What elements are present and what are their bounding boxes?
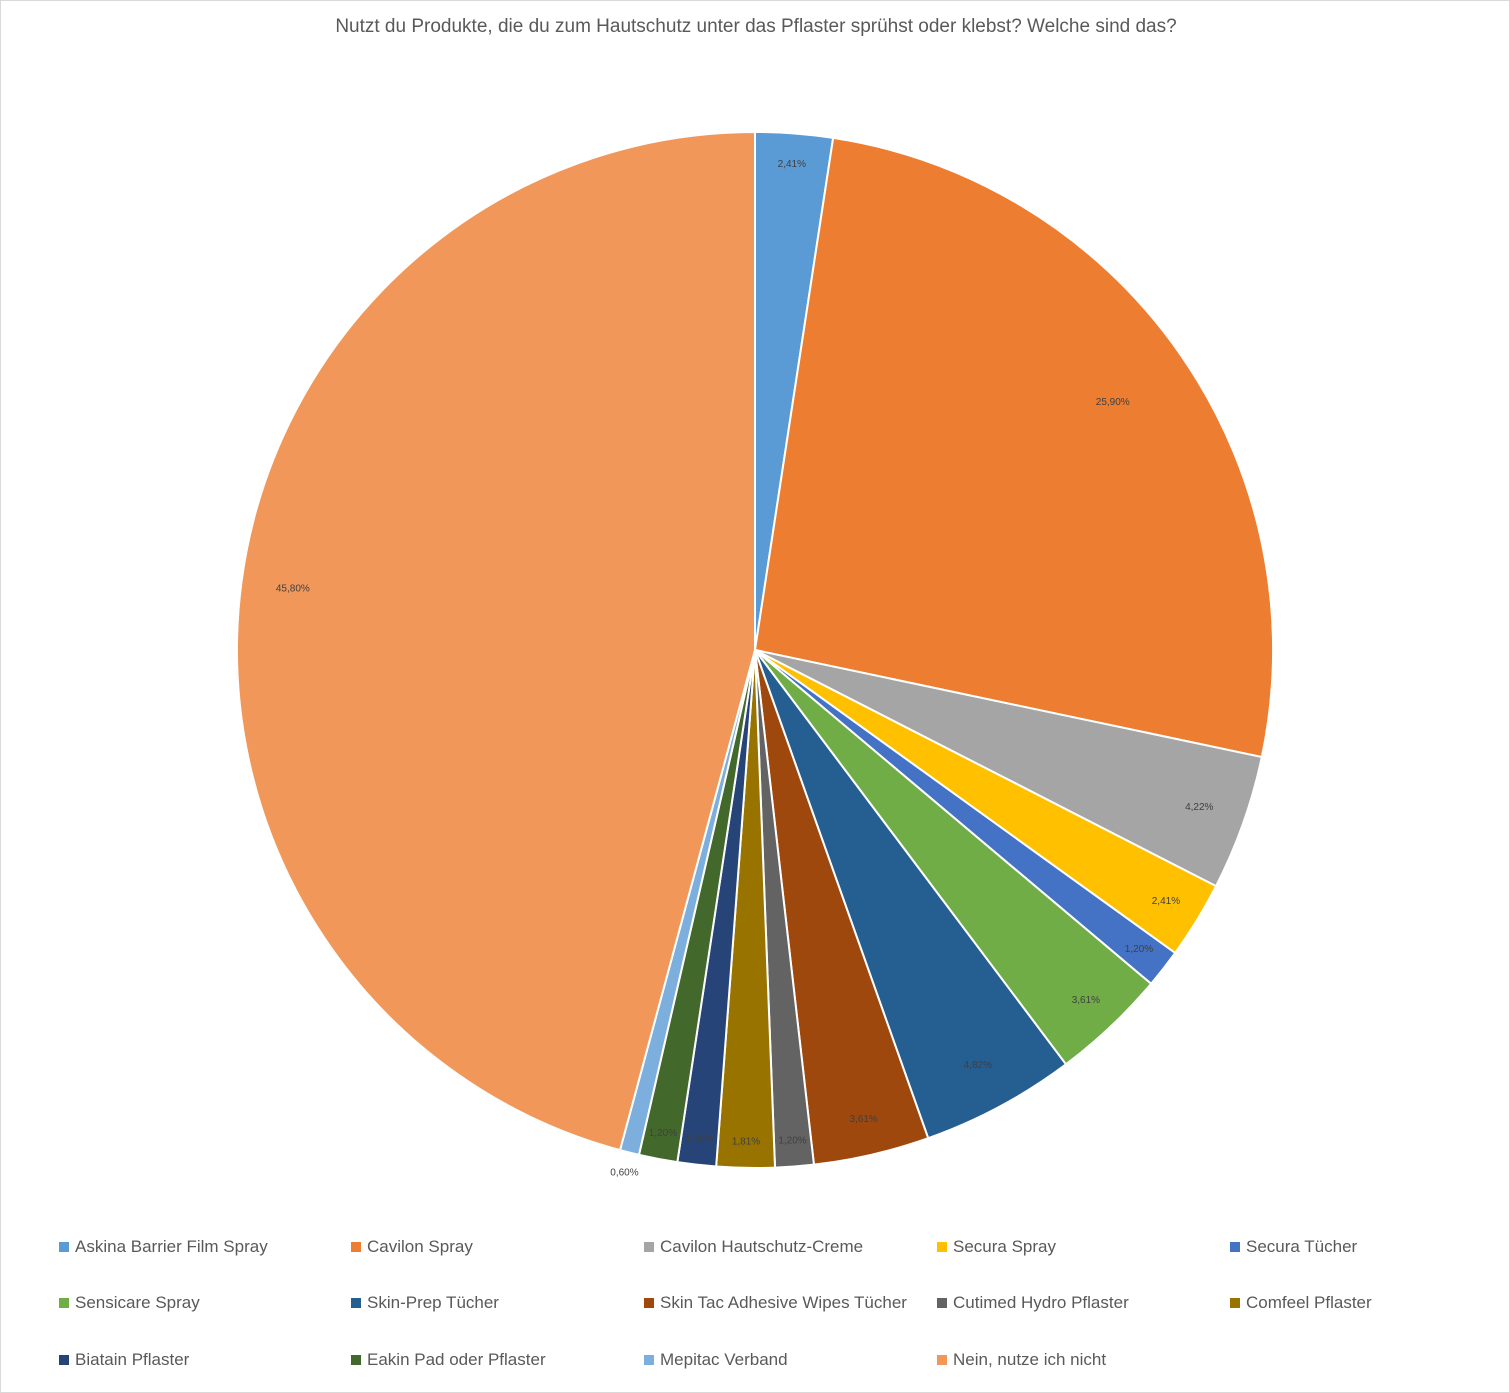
legend-entry: Cavilon Hautschutz-Creme: [644, 1237, 863, 1257]
legend-swatch: [351, 1355, 361, 1365]
chart-legend: Askina Barrier Film Spray Cavilon Spray Ca…: [59, 1237, 1509, 1387]
pie-slice: [754, 649, 1068, 1140]
legend-swatch: [351, 1242, 361, 1252]
legend-entry: Cutimed Hydro Pflaster: [937, 1293, 1129, 1313]
legend-label: Skin-Prep Tücher: [367, 1293, 499, 1312]
pie-chart: 2,41% 25,90% 4,22% 2,41% 1,20% 3,61% 4,82% 3,61…: [235, 130, 1274, 1178]
legend-label: Secura Tücher: [1246, 1237, 1358, 1256]
data-label: 1,81%: [732, 1137, 760, 1148]
legend-label: Skin Tac Adhesive Wipes Tücher: [660, 1293, 907, 1312]
legend-entry: Secura Spray: [937, 1237, 1056, 1257]
legend-swatch: [1230, 1242, 1240, 1252]
legend-entry: Nein, nutze ich nicht: [937, 1350, 1106, 1370]
legend-label: Secura Spray: [953, 1237, 1056, 1256]
legend-entry: Askina Barrier Film Spray: [59, 1237, 268, 1257]
legend-label: Mepitac Verband: [660, 1350, 788, 1369]
data-label: 1,20%: [685, 1134, 713, 1145]
data-label: 3,61%: [849, 1114, 877, 1125]
data-label: 45,80%: [276, 583, 310, 594]
data-label: 4,82%: [964, 1060, 992, 1071]
legend-swatch: [937, 1355, 947, 1365]
legend-entry: Biatain Pflaster: [59, 1350, 189, 1370]
data-label: 0,60%: [610, 1167, 638, 1178]
legend-swatch: [644, 1298, 654, 1308]
chart-title: Nutzt du Produkte, die du zum Hautschutz…: [335, 16, 1177, 37]
legend-entry: Mepitac Verband: [644, 1350, 788, 1370]
legend-swatch: [59, 1242, 69, 1252]
legend-swatch: [937, 1298, 947, 1308]
legend-swatch: [1230, 1298, 1240, 1308]
legend-label: Biatain Pflaster: [75, 1350, 190, 1369]
legend-entry: Cavilon Spray: [351, 1237, 473, 1257]
data-label: 1,20%: [1125, 944, 1153, 955]
legend-entry: Skin-Prep Tücher: [351, 1293, 499, 1313]
data-label: 2,41%: [778, 159, 806, 170]
legend-label: Sensicare Spray: [75, 1293, 200, 1312]
legend-swatch: [644, 1242, 654, 1252]
legend-label: Cavilon Hautschutz-Creme: [660, 1237, 864, 1256]
data-label: 4,22%: [1185, 802, 1213, 813]
legend-swatch: [937, 1242, 947, 1252]
legend-label: Cutimed Hydro Pflaster: [953, 1293, 1129, 1312]
legend-entry: Sensicare Spray: [59, 1293, 200, 1313]
legend-swatch: [59, 1298, 69, 1308]
data-label: 2,41%: [1152, 896, 1180, 907]
legend-swatch: [644, 1355, 654, 1365]
legend-label: Comfeel Pflaster: [1246, 1293, 1372, 1312]
data-label: 1,20%: [649, 1128, 677, 1139]
legend-entry: Skin Tac Adhesive Wipes Tücher: [644, 1293, 907, 1313]
data-label: 3,61%: [1072, 995, 1100, 1006]
legend-entry: Comfeel Pflaster: [1230, 1293, 1372, 1313]
legend-entry: Secura Tücher: [1230, 1237, 1357, 1257]
legend-entry: Eakin Pad oder Pflaster: [351, 1350, 546, 1370]
legend-label: Eakin Pad oder Pflaster: [367, 1350, 546, 1369]
legend-label: Nein, nutze ich nicht: [953, 1350, 1107, 1369]
pie-slice: [753, 136, 1274, 759]
legend-swatch: [351, 1298, 361, 1308]
data-label: 25,90%: [1096, 397, 1130, 408]
legend-swatch: [59, 1355, 69, 1365]
legend-label: Cavilon Spray: [367, 1237, 473, 1256]
legend-label: Askina Barrier Film Spray: [75, 1237, 268, 1256]
pie-slice: [235, 130, 756, 1152]
data-label: 1,20%: [778, 1135, 806, 1146]
